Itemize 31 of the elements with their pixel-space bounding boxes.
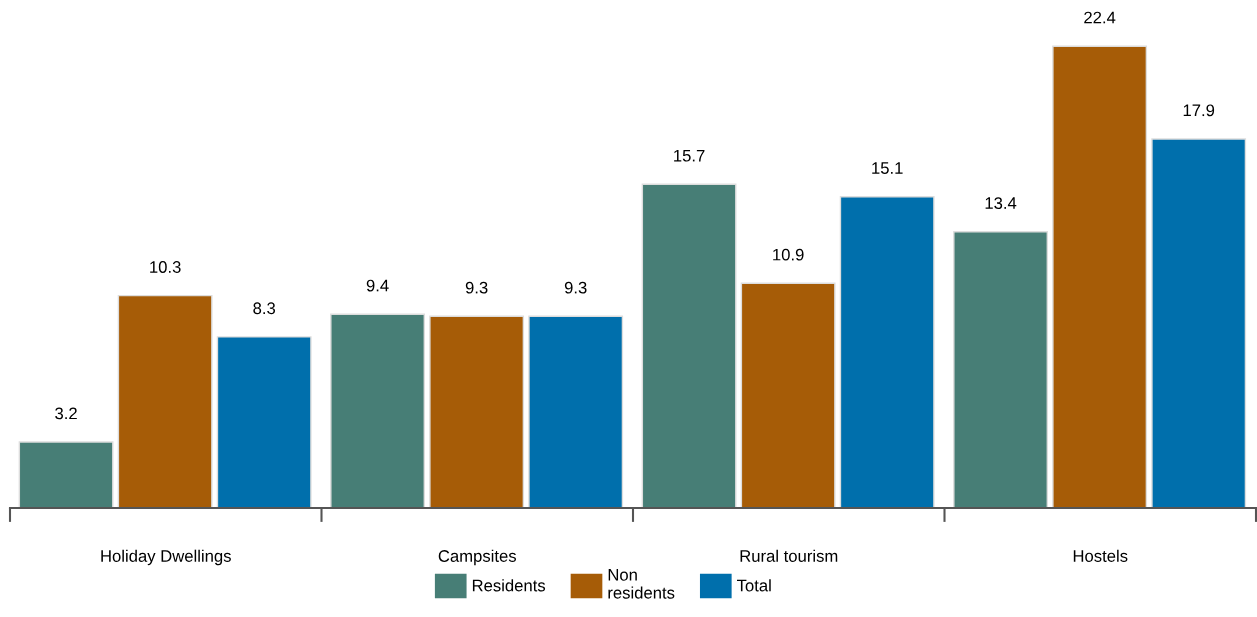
bar — [528, 315, 624, 508]
x-tick-label: Campsites — [438, 549, 517, 566]
data-label: 9.4 — [366, 279, 389, 292]
bar — [429, 315, 525, 508]
bar — [117, 294, 213, 508]
bar — [18, 441, 114, 508]
legend-label: Non residents — [608, 569, 675, 599]
bar — [839, 195, 935, 508]
data-label: 10.9 — [773, 248, 804, 261]
x-tick-label: Rural tourism — [740, 549, 838, 562]
bar — [641, 183, 737, 508]
data-label: 3.2 — [55, 407, 77, 420]
legend-label: Total — [737, 579, 771, 592]
data-label: 13.4 — [985, 197, 1017, 209]
data-label: 10.3 — [150, 261, 181, 273]
bar — [330, 313, 425, 508]
bar — [953, 231, 1048, 508]
data-label: 17.9 — [1183, 104, 1215, 117]
data-label: 22.4 — [1084, 11, 1116, 24]
bar — [1151, 138, 1247, 508]
data-label: 15.1 — [872, 162, 903, 174]
bar — [740, 282, 836, 508]
bar — [1052, 45, 1148, 508]
data-label: 8.3 — [253, 302, 276, 315]
x-tick-label: Hostels — [1073, 549, 1128, 562]
data-label: 9.3 — [465, 281, 488, 294]
bar — [216, 336, 312, 508]
x-tick-label: Holiday Dwellings — [101, 549, 231, 566]
data-label: 9.3 — [564, 281, 587, 294]
data-label: 15.7 — [674, 149, 705, 162]
legend-label: Residents — [472, 579, 546, 592]
